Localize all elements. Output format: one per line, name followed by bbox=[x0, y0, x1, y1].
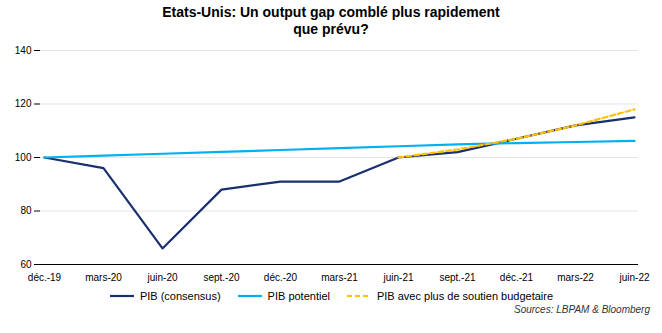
svg-text:60: 60 bbox=[20, 258, 32, 269]
svg-text:déc.-20: déc.-20 bbox=[264, 271, 298, 282]
html-text:PIB avec plus de soutien budge: PIB avec plus de soutien budgetaire bbox=[377, 289, 554, 302]
svg-text:100: 100 bbox=[15, 151, 32, 162]
html-text:Sources: LBPAM & Bloomberg: Sources: LBPAM & Bloomberg bbox=[514, 303, 650, 315]
svg-text:140: 140 bbox=[15, 44, 32, 55]
svg-text:juin-21: juin-21 bbox=[382, 271, 413, 282]
svg-text:mars-21: mars-21 bbox=[321, 271, 358, 282]
svg-text:80: 80 bbox=[20, 205, 32, 216]
svg-text:juin-20: juin-20 bbox=[146, 271, 177, 282]
svg-text:mars-22: mars-22 bbox=[557, 271, 594, 282]
svg-text:sept.-21: sept.-21 bbox=[439, 271, 476, 282]
svg-text:juin-22: juin-22 bbox=[618, 271, 649, 282]
svg-text:mars-20: mars-20 bbox=[85, 271, 122, 282]
svg-text:120: 120 bbox=[15, 98, 32, 109]
html-text:Etats-Unis: Un output gap comb: Etats-Unis: Un output gap comblé plus ra… bbox=[162, 4, 500, 37]
html-text:PIB potentiel: PIB potentiel bbox=[267, 289, 330, 302]
html-text:PIB (consensus): PIB (consensus) bbox=[139, 289, 221, 302]
svg-text:déc.-19: déc.-19 bbox=[28, 271, 62, 282]
svg-text:sept.-20: sept.-20 bbox=[203, 271, 240, 282]
svg-text:déc.-21: déc.-21 bbox=[500, 271, 534, 282]
